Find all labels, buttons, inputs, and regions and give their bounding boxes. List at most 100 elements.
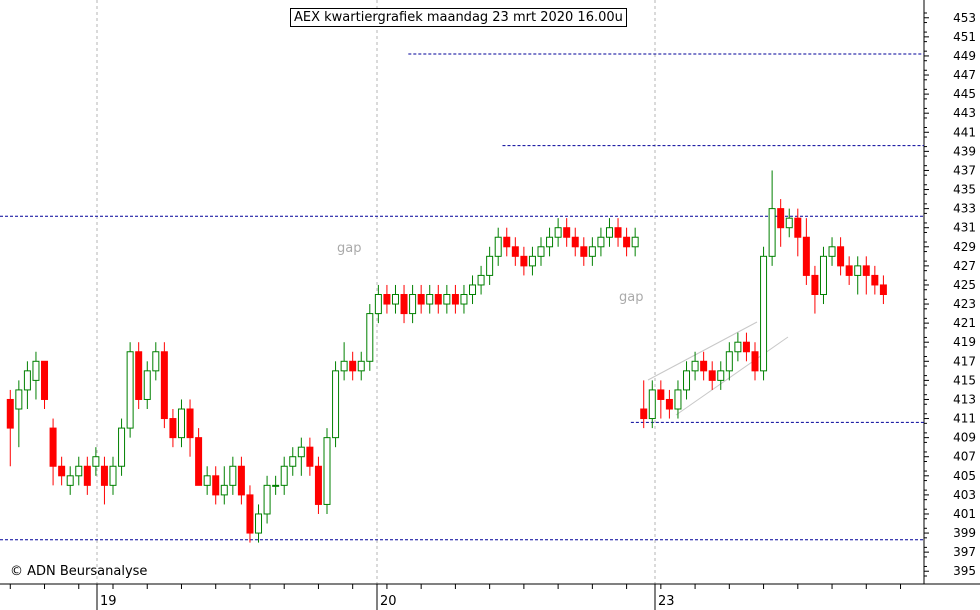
candle-down [511,246,519,257]
candle-down [640,408,648,420]
candle-down [751,351,759,372]
candle-up [23,370,31,391]
price-tick-label: 423 [953,297,976,311]
price-tick-label: 449 [953,49,976,63]
candle-up [648,389,656,420]
candle-up [366,313,374,362]
price-tick-label: 409 [953,431,976,445]
candle-up [15,389,23,410]
candle-up [631,236,639,248]
candle-down [700,360,708,372]
price-tick-label: 401 [953,507,976,521]
candle-up [332,370,340,439]
gap-label: gap [337,241,362,256]
candle-down [665,398,673,410]
day-label: 20 [380,594,397,609]
copyright-label: © ADN Beursanalyse [10,564,148,579]
candle-down [520,255,528,267]
candle-down [434,294,442,305]
candle-up [143,370,151,400]
price-tick-label: 395 [953,564,976,578]
candle-up [674,389,682,410]
candle-down [571,236,579,248]
candle-up [683,370,691,391]
candle-down [41,360,49,400]
candle-down [169,418,177,439]
candle-down [837,246,845,267]
candle-up [66,475,74,486]
candle-up [323,437,331,505]
price-tick-label: 415 [953,373,976,387]
candle-up [768,208,776,257]
candle-down [563,227,571,238]
candle-down [314,465,322,505]
candle-down [58,465,66,477]
price-tick-label: 407 [953,450,976,464]
candle-up [760,255,768,372]
candle-up [605,227,613,238]
candle-down [83,465,91,486]
price-tick-label: 439 [953,144,976,158]
candle-up [494,236,502,257]
candle-up [477,274,485,286]
candle-up [469,284,477,296]
candle-down [503,236,511,248]
candle-up [220,484,228,496]
candle-up [391,294,399,305]
candle-up [289,456,297,467]
price-tick-label: 413 [953,392,976,406]
candle-up [75,465,83,477]
candle-down [349,360,357,372]
price-tick-label: 433 [953,202,976,216]
candle-up [785,217,793,229]
price-tick-label: 411 [953,412,976,426]
candle-down [417,294,425,305]
candle-down [879,284,887,296]
price-tick-label: 417 [953,354,976,368]
candle-up [177,408,185,439]
candle-up [118,427,126,467]
price-tick-label: 427 [953,259,976,273]
candle-up [32,360,40,381]
price-tick-label: 399 [953,526,976,540]
gap-label: gap [619,290,644,305]
candle-up [152,351,160,372]
price-tick-label: 405 [953,469,976,483]
candle-up [443,294,451,305]
candle-down [657,389,665,400]
candle-up [280,465,288,486]
candle-down [400,294,408,315]
candle-down [135,351,143,400]
trend-channel-lower [675,336,789,416]
day-label: 19 [100,594,117,609]
price-tick-label: 447 [953,68,976,82]
price-tick-label: 397 [953,545,976,559]
candle-up [537,246,545,257]
price-tick-label: 435 [953,183,976,197]
candle-up [854,265,862,276]
candle-up [426,294,434,305]
candle-down [794,217,802,238]
candle-down [451,294,459,305]
candle-down [383,294,391,305]
price-tick-label: 441 [953,125,976,139]
candle-up [597,236,605,248]
candle-down [195,437,203,486]
candle-up [554,227,562,238]
price-tick-label: 445 [953,87,976,101]
candle-down [6,398,14,429]
candle-down [742,341,750,353]
candle-up [725,351,733,372]
candle-up [357,360,365,372]
candle-up [297,446,305,458]
candle-down [802,236,810,276]
trend-channel-upper [647,321,758,381]
candle-up [203,475,211,486]
chart-title: AEX kwartiergrafiek maandag 23 mrt 2020 … [290,8,627,27]
candle-down [212,475,220,496]
candle-up [819,255,827,295]
candle-down [160,351,168,420]
price-tick-label: 443 [953,106,976,120]
candle-up [828,246,836,257]
